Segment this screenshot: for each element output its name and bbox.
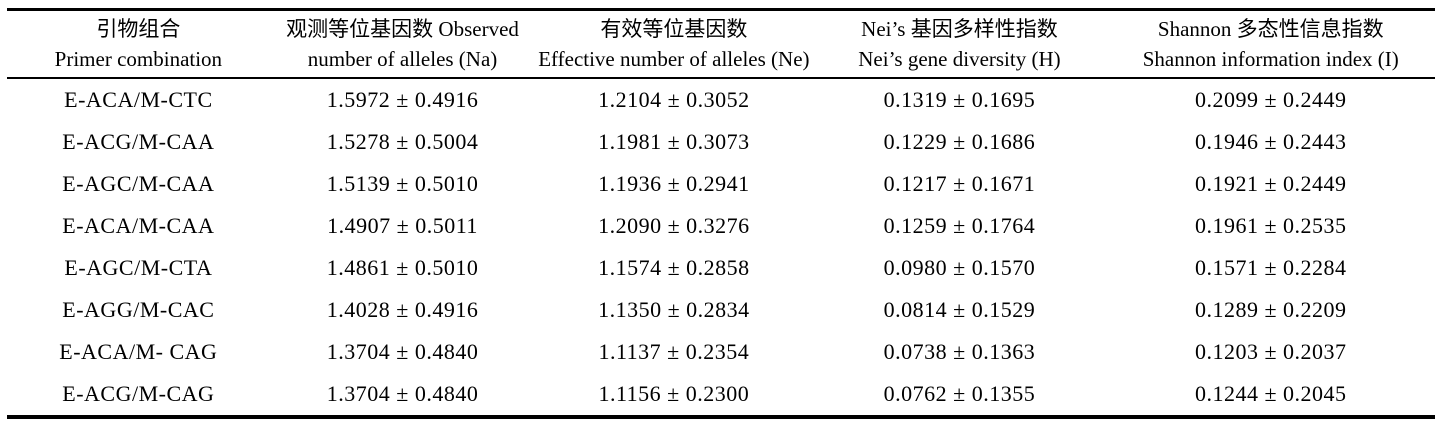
value-cell: 0.1319 ± 0.1695	[883, 87, 1036, 112]
column-header-zh: 引物组合	[96, 17, 181, 41]
column-header-zh: 观测等位基因数 Observed	[286, 17, 519, 41]
column-header-en: number of alleles (Na)	[307, 47, 498, 71]
column-header-en: Shannon information index (I)	[1142, 47, 1399, 71]
table-row: E-AGC/M-CTA 1.4861 ± 0.5010 1.1574 ± 0.285…	[7, 247, 1435, 289]
value-cell: 1.3704 ± 0.4840	[326, 339, 479, 364]
primer-combination-cell: E-ACA/M-CAA	[62, 213, 215, 238]
table-row: E-ACA/M-CAA 1.4907 ± 0.5011 1.2090 ± 0.327…	[7, 205, 1435, 247]
value-cell: 0.0980 ± 0.1570	[883, 255, 1036, 280]
value-cell: 1.1936 ± 0.2941	[598, 171, 750, 196]
column-header-2: 观测等位基因数 Observed number of alleles (Na)	[270, 10, 536, 79]
table-header: 引物组合 Primer combination 观测等位基因数 Observed nu…	[7, 10, 1435, 79]
column-header-zh: Nei’s 基因多样性指数	[861, 17, 1058, 41]
value-cell: 0.1921 ± 0.2449	[1194, 171, 1347, 196]
column-header-4: Nei’s 基因多样性指数 Nei’s gene diversity (H)	[812, 10, 1106, 79]
value-cell: 0.0738 ± 0.1363	[883, 339, 1036, 364]
value-cell: 0.1203 ± 0.2037	[1194, 339, 1347, 364]
primer-combination-cell: E-ACG/M-CAG	[62, 381, 215, 406]
table-row: E-ACA/M-CTC 1.5972 ± 0.4916 1.2104 ± 0.305…	[7, 78, 1435, 121]
table-row: E-AGC/M-CAA 1.5139 ± 0.5010 1.1936 ± 0.294…	[7, 163, 1435, 205]
column-header-en: Primer combination	[54, 47, 223, 71]
primer-combination-cell: E-AGC/M-CAA	[62, 171, 215, 196]
value-cell: 0.1229 ± 0.1686	[883, 129, 1036, 154]
value-cell: 1.1981 ± 0.3073	[598, 129, 750, 154]
value-cell: 1.1156 ± 0.2300	[598, 381, 750, 406]
value-cell: 1.5278 ± 0.5004	[326, 129, 479, 154]
table-row: E-ACG/M-CAA 1.5278 ± 0.5004 1.1981 ± 0.307…	[7, 121, 1435, 163]
column-header-zh: Shannon 多态性信息指数	[1157, 17, 1384, 41]
value-cell: 0.1961 ± 0.2535	[1194, 213, 1347, 238]
value-cell: 0.1946 ± 0.2443	[1194, 129, 1347, 154]
value-cell: 0.1244 ± 0.2045	[1194, 381, 1347, 406]
value-cell: 1.5972 ± 0.4916	[326, 87, 479, 112]
value-cell: 0.0814 ± 0.1529	[883, 297, 1036, 322]
primer-combination-cell: E-AGG/M-CAC	[62, 297, 215, 322]
value-cell: 0.1571 ± 0.2284	[1194, 255, 1347, 280]
column-header-1: 引物组合 Primer combination	[7, 10, 270, 79]
table-row: E-ACG/M-CAG 1.3704 ± 0.4840 1.1156 ± 0.230…	[7, 373, 1435, 417]
column-header-en: Nei’s gene diversity (H)	[858, 47, 1061, 71]
value-cell: 1.4861 ± 0.5010	[326, 255, 479, 280]
value-cell: 1.4907 ± 0.5011	[327, 213, 478, 238]
column-header-3: 有效等位基因数 Effective number of alleles (Ne)	[535, 10, 812, 79]
value-cell: 0.1259 ± 0.1764	[883, 213, 1036, 238]
value-cell: 1.2104 ± 0.3052	[598, 87, 750, 112]
value-cell: 1.1350 ± 0.2834	[598, 297, 750, 322]
primer-combination-cell: E-ACA/M- CAG	[59, 339, 218, 364]
paper-table-page: 引物组合 Primer combination 观测等位基因数 Observed nu…	[0, 8, 1442, 438]
primer-combination-cell: E-AGC/M-CTA	[64, 255, 213, 280]
table-header-row: 引物组合 Primer combination 观测等位基因数 Observed nu…	[7, 10, 1435, 79]
column-header-5: Shannon 多态性信息指数 Shannon information index…	[1107, 10, 1435, 79]
value-cell: 1.2090 ± 0.3276	[598, 213, 750, 238]
value-cell: 0.1217 ± 0.1671	[883, 171, 1036, 196]
value-cell: 1.1137 ± 0.2354	[598, 339, 750, 364]
table-body: E-ACA/M-CTC 1.5972 ± 0.4916 1.2104 ± 0.305…	[7, 78, 1435, 417]
value-cell: 1.3704 ± 0.4840	[326, 381, 479, 406]
column-header-zh: 有效等位基因数	[600, 17, 748, 41]
primer-statistics-table: 引物组合 Primer combination 观测等位基因数 Observed nu…	[7, 8, 1435, 419]
column-header-en: Effective number of alleles (Ne)	[538, 47, 810, 71]
primer-combination-cell: E-ACG/M-CAA	[62, 129, 215, 154]
value-cell: 1.4028 ± 0.4916	[326, 297, 479, 322]
primer-combination-cell: E-ACA/M-CTC	[64, 87, 213, 112]
value-cell: 1.5139 ± 0.5010	[326, 171, 479, 196]
value-cell: 0.0762 ± 0.1355	[883, 381, 1036, 406]
value-cell: 0.1289 ± 0.2209	[1194, 297, 1347, 322]
table-row: E-AGG/M-CAC 1.4028 ± 0.4916 1.1350 ± 0.283…	[7, 289, 1435, 331]
value-cell: 0.2099 ± 0.2449	[1194, 87, 1347, 112]
value-cell: 1.1574 ± 0.2858	[598, 255, 750, 280]
table-row: E-ACA/M- CAG 1.3704 ± 0.4840 1.1137 ± 0.23…	[7, 331, 1435, 373]
